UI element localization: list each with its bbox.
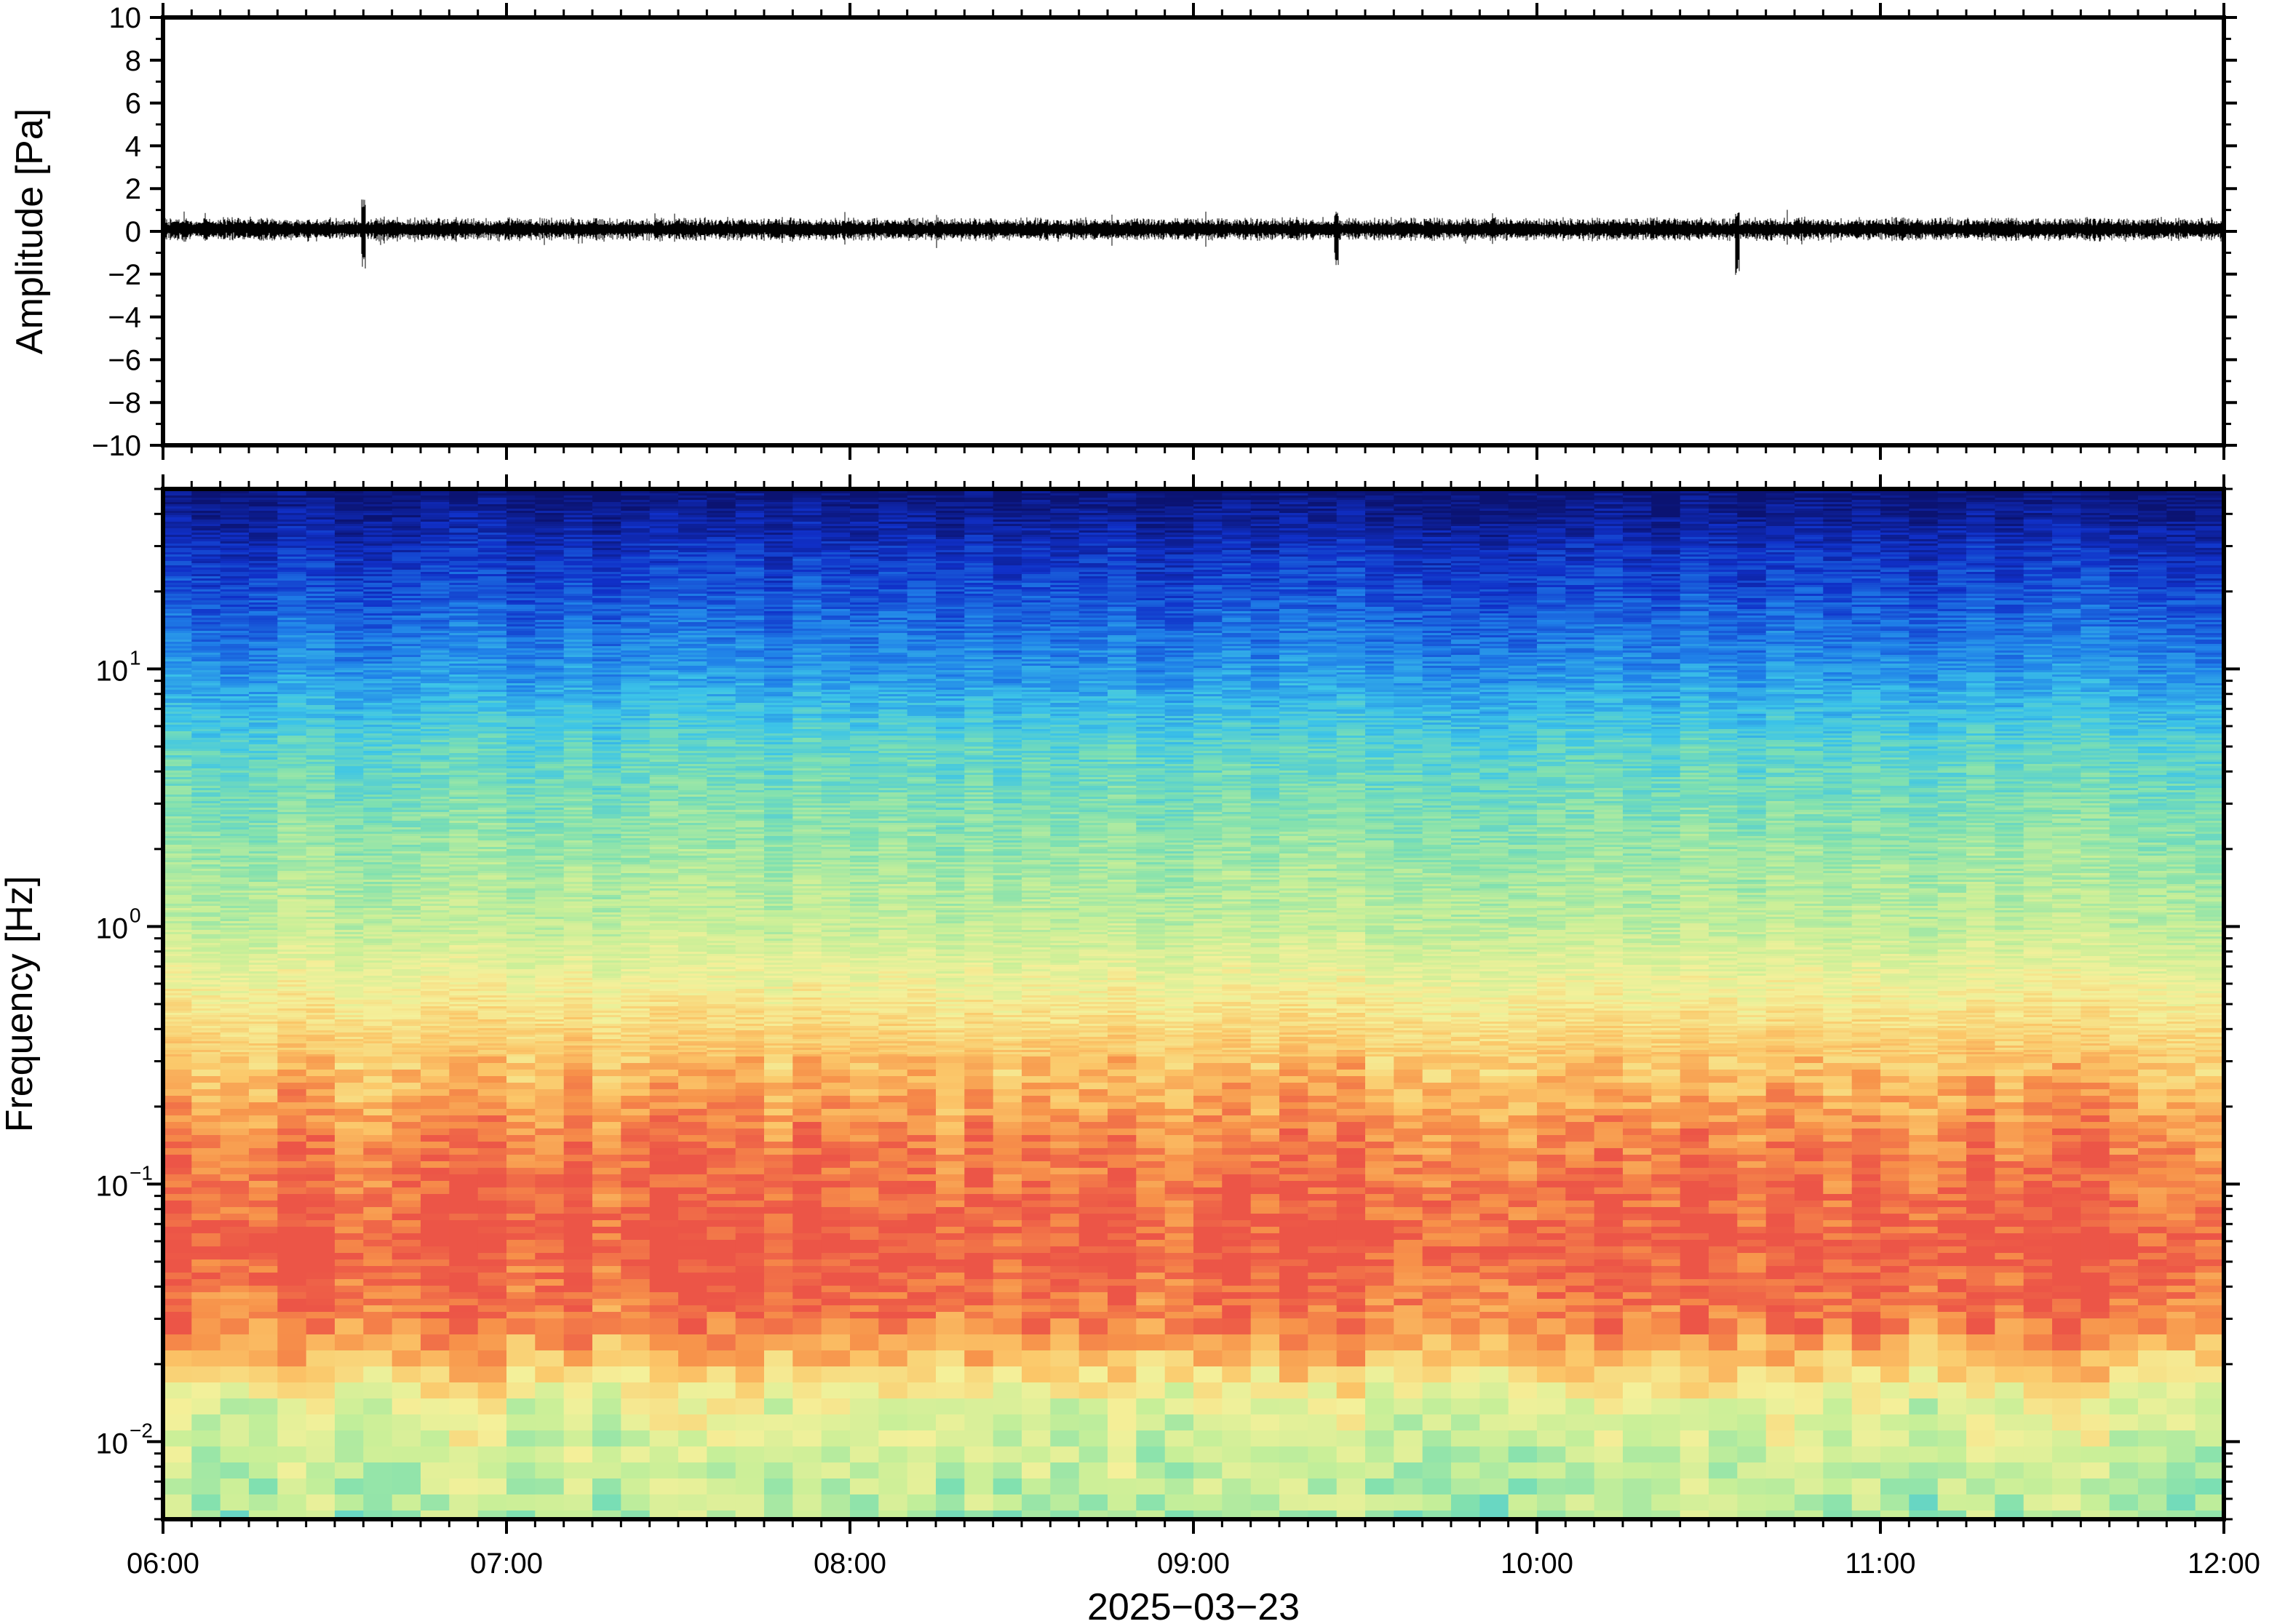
waveform-y-tick-label: −2 bbox=[108, 259, 141, 291]
waveform-y-tick-label: 4 bbox=[125, 130, 141, 162]
waveform-y-tick-label: −6 bbox=[108, 344, 141, 376]
waveform-y-tick-label: −4 bbox=[108, 302, 141, 334]
waveform-y-tick-label: 8 bbox=[125, 45, 141, 77]
waveform-y-tick-label: 0 bbox=[125, 216, 141, 248]
waveform-y-axis-label: Amplitude [Pa] bbox=[9, 108, 51, 354]
waveform-panel: 10 8 6 4 2 0 −2 −4 −6 −8 −10 Amplitude [Pa] bbox=[9, 2, 2237, 462]
waveform-y-tick-label: 10 bbox=[109, 2, 142, 34]
waveform-y-tick-label: 6 bbox=[125, 88, 141, 120]
waveform-y-tick-label: −8 bbox=[108, 387, 141, 419]
spectrogram-heatmap bbox=[163, 489, 2225, 1527]
waveform-trace bbox=[163, 199, 2224, 275]
waveform-y-tick-label: 2 bbox=[125, 173, 141, 205]
waveform-y-tick-label: −10 bbox=[92, 430, 141, 462]
